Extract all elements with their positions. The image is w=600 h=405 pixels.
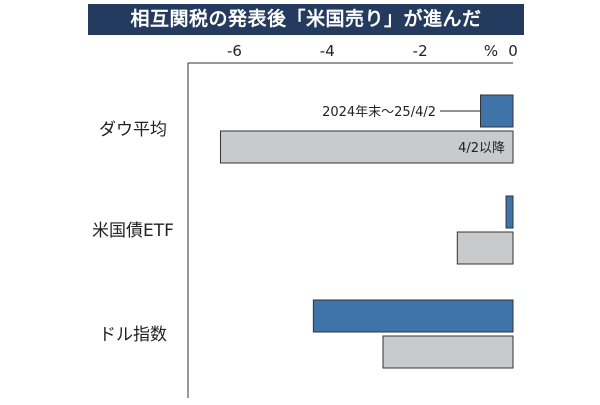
x-tick-label: -4 (320, 42, 335, 60)
category-label: 米国債ETF (92, 221, 174, 241)
category-label: ドル指数 (99, 325, 167, 345)
series-annotation-before: 2024年末～25/4/2 (322, 105, 436, 120)
x-unit-label: % (484, 42, 498, 60)
x-tick-label: 0 (508, 42, 518, 60)
bar-after-1 (456, 231, 514, 265)
bar-after-0 (220, 130, 514, 164)
bar-before-1 (505, 195, 514, 229)
x-tick-label: -6 (227, 42, 242, 60)
series-annotation-after: 4/2以降 (458, 141, 505, 156)
x-tick-label: -2 (413, 42, 428, 60)
bar-before-2 (312, 299, 514, 333)
bar-before-0 (480, 94, 514, 128)
bar-after-2 (382, 335, 514, 369)
category-label: ダウ平均 (99, 120, 167, 140)
chart-title: 相互関税の発表後「米国売り」が進んだ (88, 4, 524, 35)
